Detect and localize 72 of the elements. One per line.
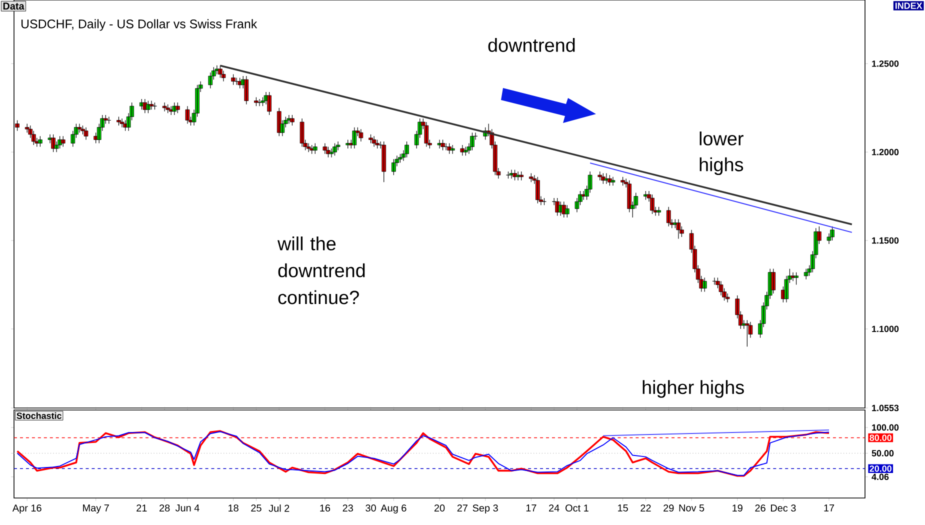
x-tick-label: 24 <box>549 504 560 512</box>
candlestick <box>38 136 42 148</box>
candlestick <box>231 74 236 86</box>
x-tick-label: 17 <box>824 504 834 512</box>
candlestick <box>382 141 386 182</box>
candlestick <box>666 206 671 227</box>
candlestick <box>290 114 294 126</box>
candlestick <box>120 118 124 128</box>
y-tick-label: 1.2500 <box>872 60 899 67</box>
chart-title: Stochastic <box>16 412 62 419</box>
x-tick-label: 21 <box>136 504 147 512</box>
candlestick <box>650 194 654 214</box>
x-tick-label: 23 <box>342 504 353 512</box>
annotation: downtrend <box>488 38 575 52</box>
x-tick-label: Apr 16 <box>12 504 42 514</box>
x-tick-label: Oct 1 <box>566 504 588 512</box>
annotation: lower highs <box>700 132 744 176</box>
annotation: will the downtrend continue? <box>277 236 365 304</box>
x-tick-label: 15 <box>618 504 628 512</box>
candlestick <box>470 132 474 151</box>
y-tick-label: 50.00 <box>872 450 894 456</box>
x-tick-label: 20 <box>434 504 445 512</box>
candlestick <box>332 142 337 156</box>
candlestick <box>84 127 88 140</box>
x-tick-label: Jul 2 <box>268 504 290 512</box>
x-tick-label: 26 <box>755 504 766 512</box>
text: INDEX <box>895 2 922 9</box>
ref-line-label: 20.00 <box>870 465 892 472</box>
x-tick-label: Nov 5 <box>679 504 704 512</box>
x-tick-label: 19 <box>732 504 742 512</box>
y-tick-label: 1.1000 <box>872 326 899 332</box>
x-tick-label: 29 <box>664 504 674 512</box>
candlestick <box>536 176 540 204</box>
y-tick-label: 4.06 <box>872 474 889 480</box>
y-tick-label: 100.00 <box>872 424 899 431</box>
candlestick <box>830 226 834 241</box>
x-tick-label: 25 <box>251 504 262 512</box>
candlestick <box>404 141 409 158</box>
candlestick <box>424 122 429 148</box>
x-tick-label: 28 <box>160 504 170 512</box>
candlestick <box>244 76 249 105</box>
annotation: Data <box>3 2 24 10</box>
candlestick <box>702 277 707 292</box>
x-tick-label: Aug 6 <box>380 504 406 514</box>
candlestick <box>804 268 808 280</box>
candlestick <box>218 65 222 78</box>
candlestick <box>564 204 570 218</box>
candlestick <box>221 70 226 82</box>
x-tick-label: Jun 4 <box>175 504 200 512</box>
candlestick <box>267 92 272 116</box>
candlestick <box>610 176 616 186</box>
x-tick-label: Dec 3 <box>770 504 796 512</box>
candlestick <box>392 158 396 176</box>
x-tick-label: 22 <box>640 504 651 512</box>
candlestick <box>149 100 154 110</box>
candlestick <box>60 136 66 148</box>
x-tick-label: 18 <box>228 504 238 512</box>
y-tick-label: 1.0553 <box>872 404 899 412</box>
x-tick-label: 30 <box>366 504 376 512</box>
candlestick <box>440 139 445 151</box>
x-tick-label: 17 <box>526 504 536 512</box>
x-tick-label: 27 <box>457 504 468 512</box>
x-tick-label: 16 <box>320 504 330 512</box>
candlestick <box>176 102 180 114</box>
y-tick-label: 1.1500 <box>872 237 899 244</box>
candlestick <box>794 272 798 286</box>
y-tick-label: 1.2000 <box>872 148 899 156</box>
text: USDCHF, Daily - US Dollar vs Swiss Frank <box>21 19 258 31</box>
x-tick-label: May 7 <box>83 504 109 514</box>
ref-line-label: 80.00 <box>870 434 892 441</box>
annotation: higher highs <box>642 380 744 398</box>
x-tick-label: Sep 3 <box>472 504 498 514</box>
